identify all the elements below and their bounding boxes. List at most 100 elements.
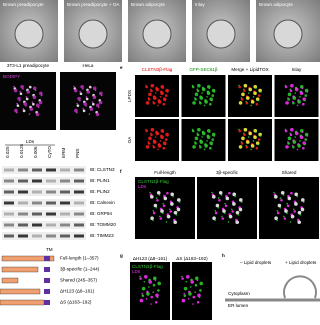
- fluorescent-signal: [306, 91, 309, 93]
- stain-label: BODIPY: [3, 74, 20, 79]
- fluorescent-signal: [197, 127, 201, 132]
- fluorescent-signal: [293, 210, 297, 213]
- em-label: Brown adipocyte: [131, 2, 165, 7]
- blot-band: [46, 179, 56, 183]
- tm-domain: [44, 300, 50, 305]
- fluorescent-signal: [186, 274, 190, 279]
- fluorescent-signal: [235, 220, 239, 225]
- fluorescent-signal: [246, 96, 250, 100]
- blot-band: [4, 190, 14, 194]
- fluorescent-signal: [259, 135, 262, 137]
- fluorescent-signal: [274, 216, 278, 221]
- compartment-label: Cytoplasm: [228, 291, 250, 296]
- column-label: CLSTN3β-Flag: [142, 67, 173, 72]
- fluorescent-signal: [286, 212, 288, 215]
- fluorescent-signal: [139, 275, 141, 278]
- fluorescent-signal: [198, 296, 201, 299]
- fluorescent-signal: [199, 145, 202, 149]
- fluorescent-signal: [206, 96, 208, 98]
- fluorescent-signal: [284, 209, 288, 213]
- fluorescent-signal: [190, 280, 194, 284]
- fluorescent-signal: [221, 215, 223, 218]
- fluorescent-signal: [306, 135, 309, 137]
- fluorescent-signal: [199, 101, 202, 105]
- fluorescent-signal: [224, 202, 226, 205]
- fluorescent-signal: [286, 204, 290, 208]
- fluorescent-signal: [208, 87, 211, 90]
- fluorescent-signal: [183, 292, 185, 295]
- fluorescent-signal: [139, 298, 144, 303]
- column-label: ΔS (Δ163–192): [176, 256, 208, 261]
- fluorescent-signal: [162, 87, 164, 90]
- blot-band: [60, 212, 70, 216]
- fluorescent-signal: [199, 140, 204, 144]
- fluorescent-signal: [245, 145, 249, 149]
- blot-band: [60, 201, 70, 205]
- fluorescent-signal: [76, 102, 78, 105]
- fluorescent-signal: [222, 209, 226, 213]
- fluorescent-signal: [294, 87, 299, 92]
- fluorescent-signal: [152, 219, 154, 222]
- fluorescent-signal: [206, 91, 211, 96]
- fluorescent-signal: [294, 202, 298, 206]
- fluorescent-signal: [164, 143, 167, 146]
- blot-band: [32, 223, 42, 227]
- blot-band: [60, 234, 70, 238]
- tm-domain: [44, 289, 50, 294]
- fluorescent-signal: [191, 85, 195, 89]
- fluorescent-signal: [13, 85, 15, 88]
- fluorescent-signal: [197, 293, 201, 298]
- fluorescent-signal: [284, 129, 288, 133]
- fluorescent-signal: [282, 194, 285, 196]
- construct-label: 3β-specific (1–244): [60, 267, 100, 272]
- blot-band: [74, 212, 84, 216]
- fluorescent-signal: [217, 206, 220, 209]
- fluorescent-signal: [255, 131, 257, 134]
- fluorescent-signal: [211, 99, 213, 102]
- fluorescent-signal: [165, 221, 168, 223]
- fluorescent-signal: [82, 88, 84, 90]
- fluorescent-signal: [253, 135, 257, 140]
- legend-label: CLSTN3β-Flag: [138, 179, 169, 184]
- fluorescent-signal: [73, 85, 75, 88]
- blot-band: [46, 234, 56, 238]
- fluorescent-signal: [240, 98, 244, 101]
- column-label: 3β-specific: [216, 170, 239, 175]
- blot-band: [18, 168, 28, 172]
- fluorescent-signal: [213, 91, 216, 93]
- fluorescent-signal: [238, 129, 241, 133]
- blot-row-label: IB: TOMM20: [90, 222, 116, 227]
- blot-band: [74, 179, 84, 183]
- fluorescent-signal: [98, 100, 103, 105]
- fluorescent-signal: [197, 83, 201, 88]
- fluorescent-signal: [250, 104, 252, 107]
- fluorescent-signal: [218, 198, 221, 202]
- fluorescent-signal: [190, 286, 192, 288]
- fluorescent-signal: [290, 191, 293, 195]
- fluorescent-signal: [215, 203, 220, 208]
- fluorescent-signal: [209, 102, 212, 106]
- fluorescent-signal: [287, 142, 290, 145]
- row-label: OA: [127, 136, 132, 144]
- fluorescent-signal: [156, 296, 159, 299]
- fluorescent-signal: [289, 133, 293, 137]
- fluorescent-signal: [177, 198, 181, 202]
- fluorescent-signal: [201, 87, 206, 92]
- fluorescent-signal: [23, 102, 28, 106]
- fluorescent-signal: [157, 144, 162, 148]
- fluorescent-signal: [15, 111, 18, 114]
- fluorescent-signal: [25, 96, 28, 98]
- blot-row-label: IB: PLIN1: [90, 178, 110, 183]
- fluorescent-signal: [243, 89, 246, 93]
- fluorescent-signal: [38, 100, 43, 105]
- blot-band: [4, 212, 14, 216]
- fluorescent-signal: [89, 107, 94, 111]
- image-panel: [274, 119, 319, 161]
- blot-band: [74, 223, 84, 227]
- fluorescent-signal: [192, 145, 196, 149]
- blot-band: [32, 190, 42, 194]
- image-panel: [60, 72, 116, 130]
- fluorescent-signal: [248, 131, 253, 136]
- fluorescent-signal: [192, 101, 196, 105]
- column-label: – Lipid droplets: [240, 260, 272, 265]
